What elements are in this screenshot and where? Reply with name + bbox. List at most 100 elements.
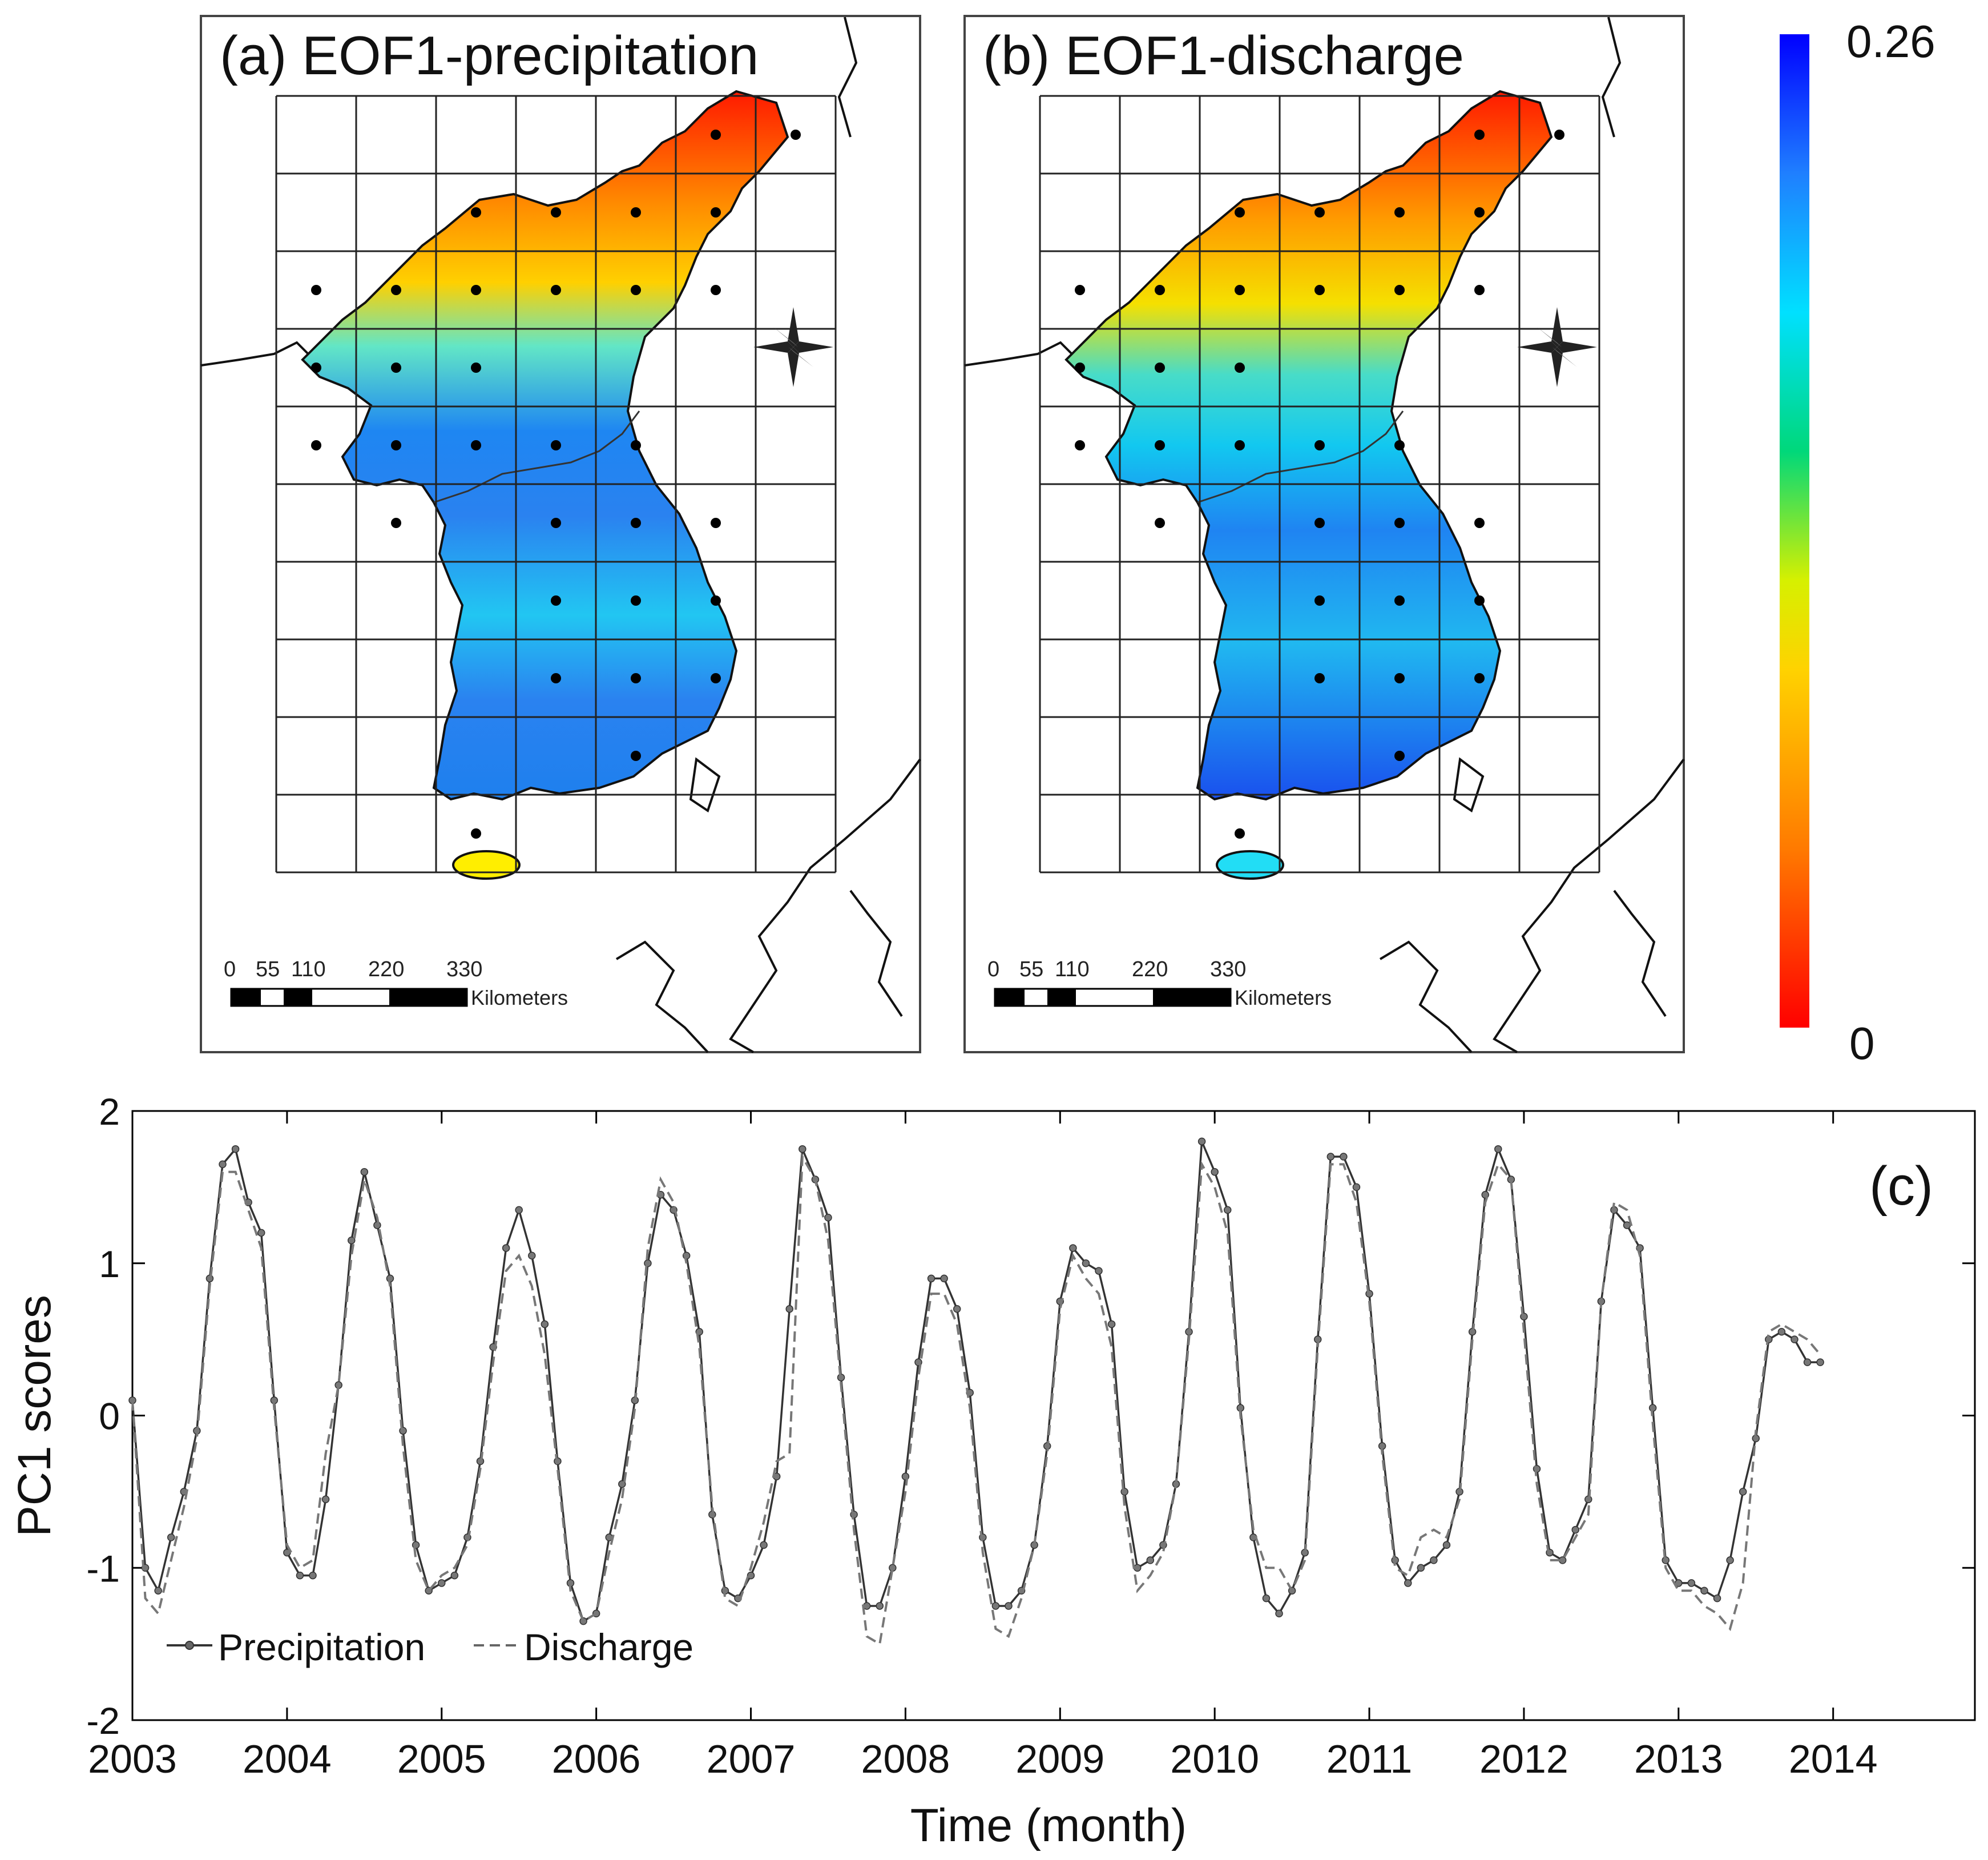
station-dot xyxy=(1235,363,1245,373)
precip-point xyxy=(1571,1525,1579,1534)
scale-tick-330: 330 xyxy=(446,957,482,981)
precip-point xyxy=(953,1305,961,1313)
panel-b-label: (b) EOF1-discharge xyxy=(983,25,1464,86)
colorbar: 0.26 0 xyxy=(1780,16,1935,1069)
station-dot xyxy=(551,207,561,218)
border-b xyxy=(1197,410,1404,504)
map-panel-a: (a) EOF1-precipitation 0 55 110 220 330 … xyxy=(200,15,921,1053)
compass-rose-a xyxy=(753,307,833,387)
panel-c-label: (c) xyxy=(1869,1156,1933,1217)
legend: Precipitation Discharge xyxy=(167,1626,693,1668)
scale-tick-220: 220 xyxy=(368,957,404,981)
precip-point xyxy=(1816,1358,1824,1366)
precip-point xyxy=(528,1251,536,1260)
precip-point xyxy=(1713,1594,1721,1603)
precip-point xyxy=(541,1320,549,1328)
precip-point xyxy=(1442,1541,1451,1549)
scale-tick-330: 330 xyxy=(1210,957,1246,981)
precip-point xyxy=(785,1305,793,1313)
station-dot xyxy=(551,518,561,528)
precip-point xyxy=(1120,1488,1128,1496)
station-dot xyxy=(471,285,481,295)
x-tick-label: 2010 xyxy=(1170,1737,1259,1781)
station-dots-b xyxy=(1075,130,1564,839)
station-dot xyxy=(791,130,801,140)
land-b xyxy=(1064,90,1553,801)
station-dot xyxy=(631,285,641,295)
station-dot xyxy=(1554,130,1564,140)
station-dot xyxy=(471,828,481,839)
station-dot xyxy=(1155,440,1165,450)
precip-point xyxy=(618,1480,626,1488)
station-dot xyxy=(711,207,721,218)
precip-point xyxy=(1107,1320,1116,1328)
precip-point xyxy=(1803,1358,1812,1366)
grid-b xyxy=(1039,95,1600,873)
precip-point xyxy=(1700,1587,1708,1595)
station-dot xyxy=(1394,673,1405,683)
precip-point xyxy=(1211,1167,1219,1176)
scale-tick-55: 55 xyxy=(1019,957,1043,981)
station-dot xyxy=(311,363,321,373)
station-dot xyxy=(1394,207,1405,218)
precip-point xyxy=(296,1571,304,1580)
station-dot xyxy=(1474,595,1485,606)
station-dot xyxy=(471,363,481,373)
station-dot xyxy=(551,440,561,450)
scale-unit-a: Kilometers xyxy=(471,986,568,1009)
colorbar-gradient xyxy=(1780,34,1809,1028)
station-dot xyxy=(311,285,321,295)
station-dot xyxy=(631,595,641,606)
grid-a xyxy=(275,95,837,873)
station-dot xyxy=(311,440,321,450)
station-dot xyxy=(1155,285,1165,295)
precip-point xyxy=(347,1236,356,1245)
jeju-a xyxy=(452,850,521,880)
precip-point xyxy=(167,1533,175,1541)
precip-point xyxy=(360,1167,369,1176)
station-dot xyxy=(1314,207,1325,218)
station-dot xyxy=(1314,673,1325,683)
colorbar-min-label: 0 xyxy=(1849,1018,1875,1069)
station-dot xyxy=(1394,751,1405,761)
station-dot xyxy=(1394,595,1405,606)
precip-point xyxy=(309,1571,317,1580)
station-dot xyxy=(1474,207,1485,218)
y-tick-label: 2 xyxy=(99,1090,120,1133)
x-tick-label: 2013 xyxy=(1634,1737,1723,1781)
precip-point xyxy=(1494,1145,1502,1153)
precip-point xyxy=(219,1160,227,1169)
station-dot xyxy=(551,595,561,606)
station-dot xyxy=(711,595,721,606)
precip-point xyxy=(1481,1190,1489,1199)
legend-discharge: Discharge xyxy=(524,1626,693,1668)
station-dot xyxy=(1394,440,1405,450)
station-dot xyxy=(391,440,401,450)
station-dot xyxy=(551,673,561,683)
station-dot xyxy=(551,285,561,295)
station-dot xyxy=(631,673,641,683)
station-dot xyxy=(1075,363,1085,373)
y-tick-label: 0 xyxy=(99,1395,120,1438)
station-dot xyxy=(1474,518,1485,528)
station-dot xyxy=(631,207,641,218)
precip-point xyxy=(1275,1609,1283,1618)
x-tick-label: 2011 xyxy=(1326,1737,1413,1781)
scale-tick-55: 55 xyxy=(256,957,280,981)
precip-point xyxy=(1791,1335,1799,1343)
border-a xyxy=(433,410,640,504)
x-tick-label: 2007 xyxy=(707,1737,796,1781)
station-dot xyxy=(1394,285,1405,295)
station-dots-a xyxy=(311,130,801,839)
x-tick-label: 2008 xyxy=(861,1737,950,1781)
x-tick-label: 2009 xyxy=(1015,1737,1104,1781)
compass-rose-b xyxy=(1517,307,1597,387)
precip-point xyxy=(991,1602,1000,1610)
map-panel-b: (b) EOF1-discharge 0 55 110 220 330 Kilo… xyxy=(963,15,1685,1053)
precip-point xyxy=(940,1274,948,1283)
precip-point xyxy=(321,1495,330,1503)
jeju-b xyxy=(1216,850,1284,880)
precip-point xyxy=(1069,1244,1077,1252)
precip-point xyxy=(1197,1137,1206,1146)
station-dot xyxy=(391,363,401,373)
